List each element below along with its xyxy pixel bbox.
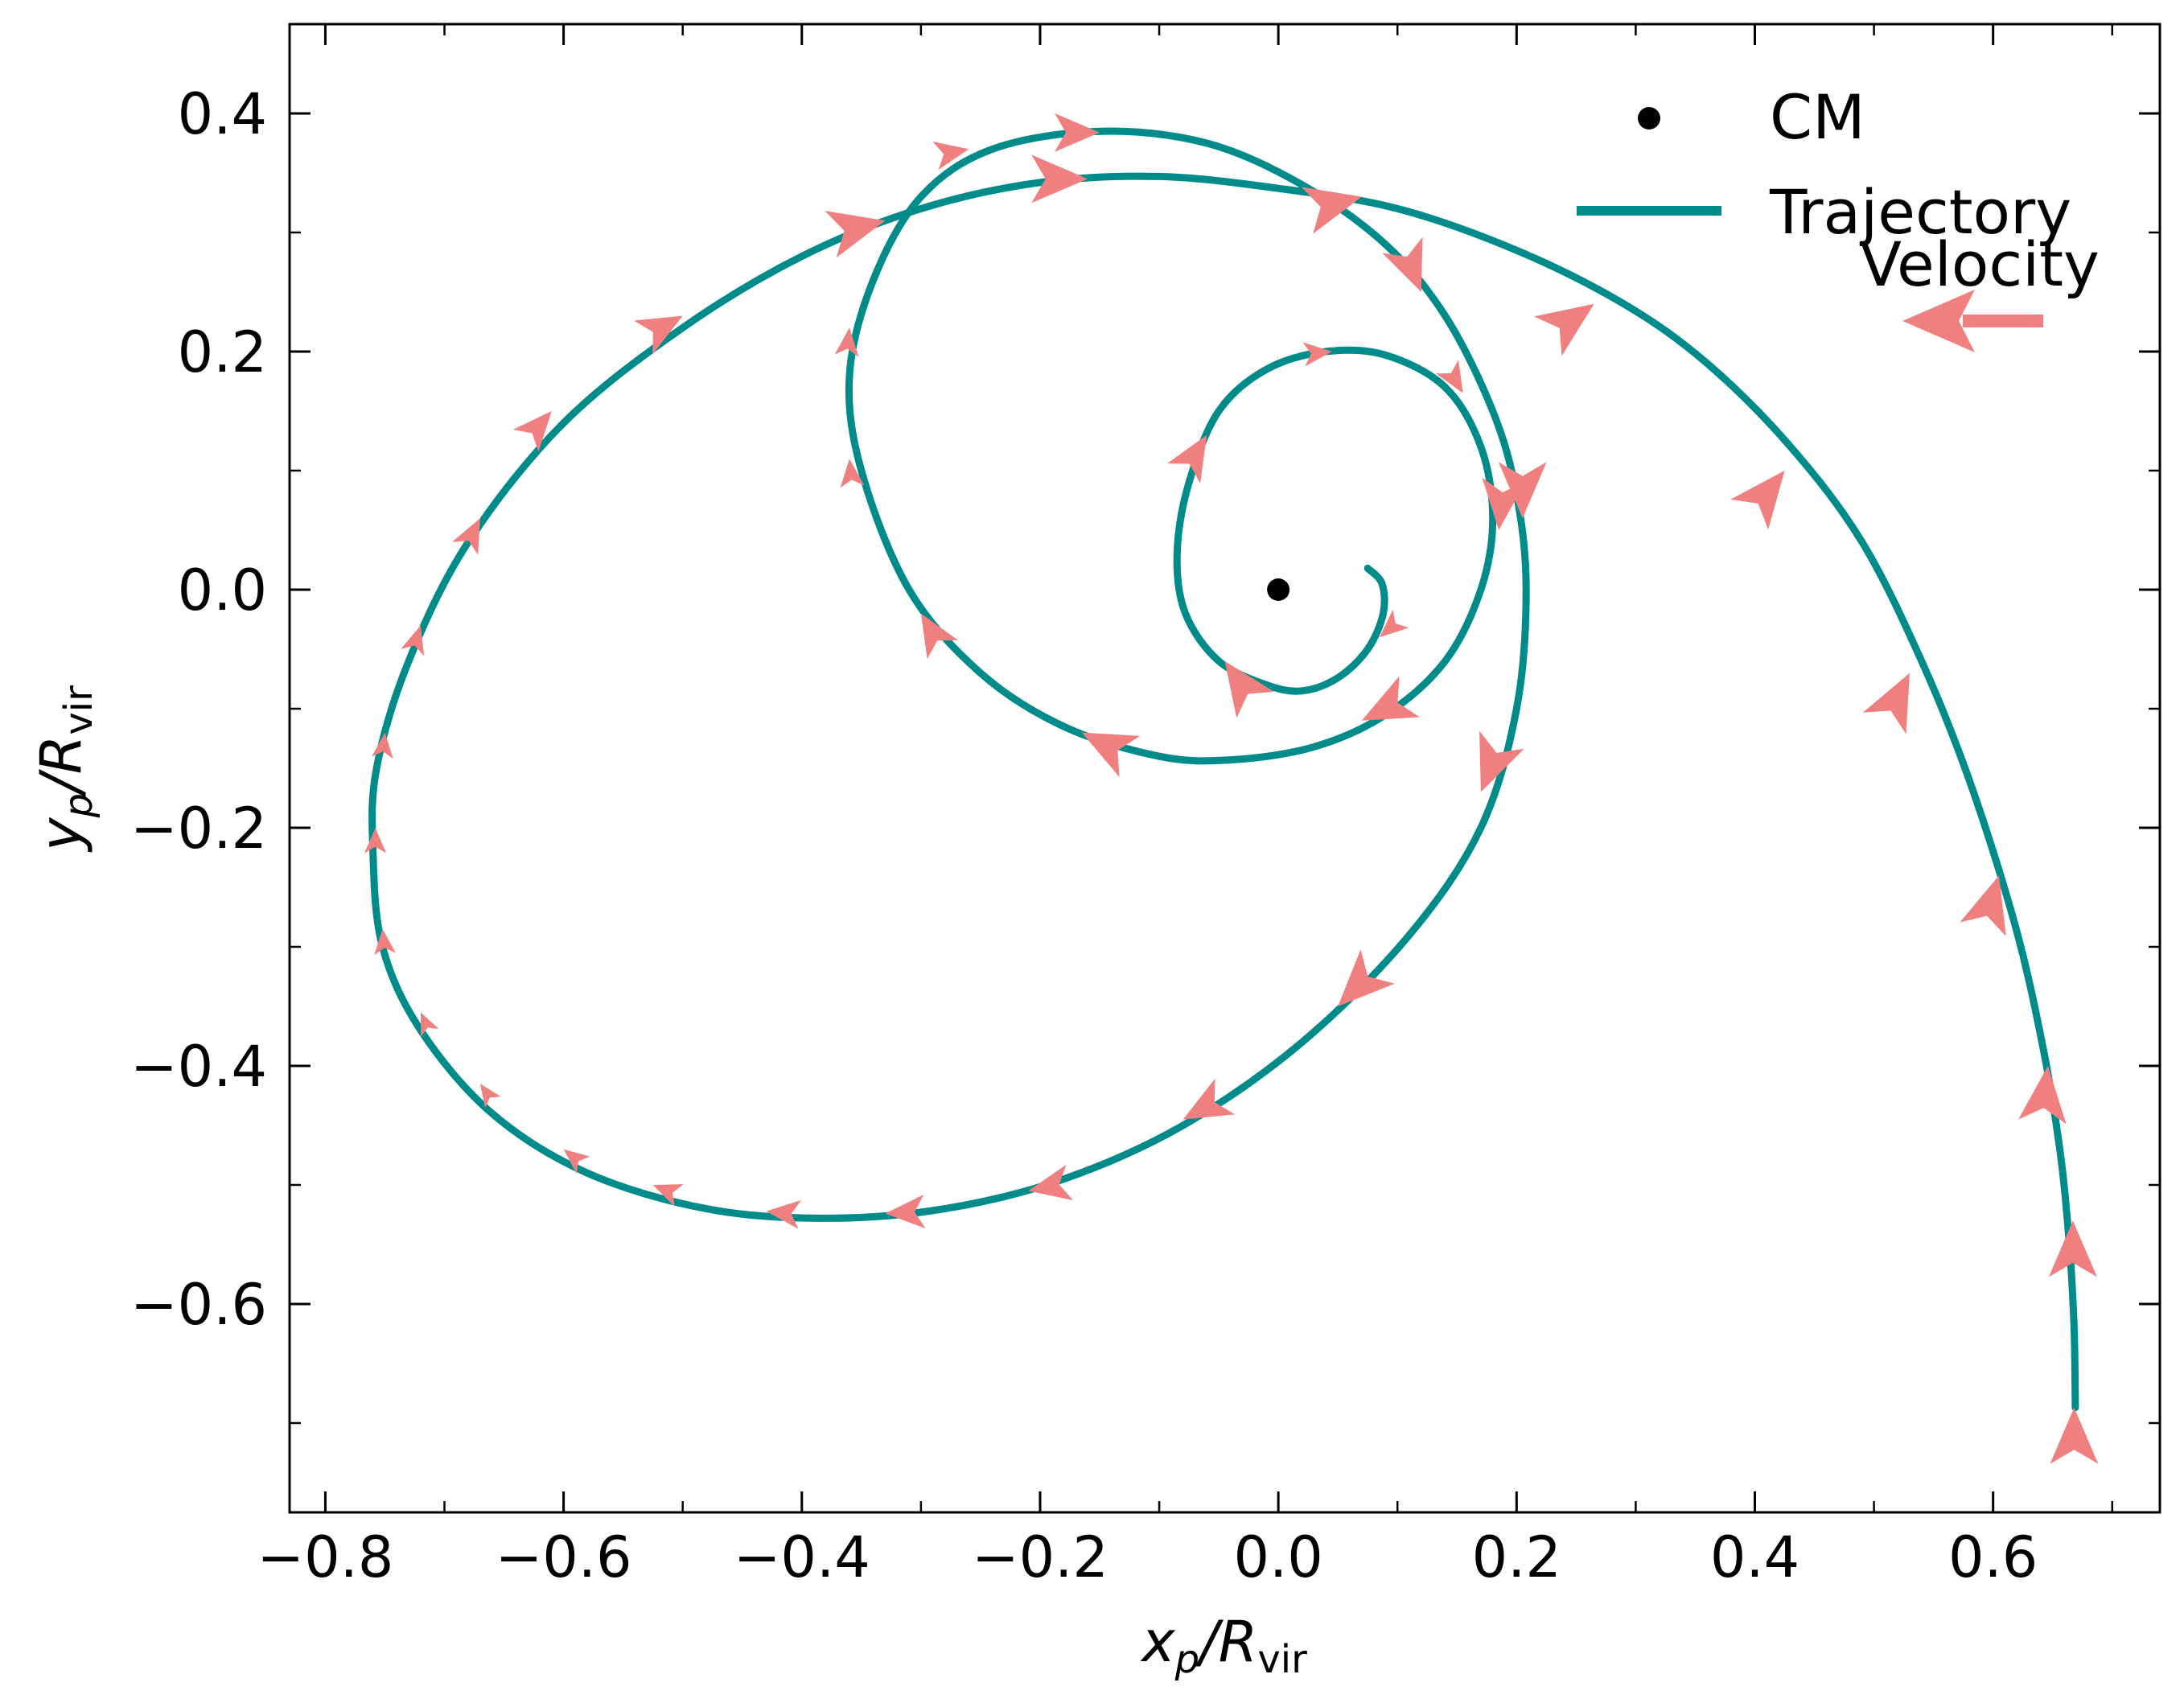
- velocity-arrow: [1182, 1078, 1236, 1120]
- velocity-arrow: [1224, 660, 1274, 718]
- velocity-arrow: [420, 1012, 439, 1037]
- velocity-arrow: [920, 613, 959, 660]
- velocity-arrow: [512, 411, 552, 452]
- velocity-arrow: [1435, 360, 1463, 393]
- velocity-arrow: [634, 315, 683, 355]
- velocity-arrow: [1166, 434, 1207, 483]
- velocity-arrow: [1382, 237, 1423, 292]
- plot-area: [364, 113, 2099, 1464]
- velocity-arrow: [1482, 477, 1526, 530]
- velocity-arrow: [834, 327, 859, 357]
- x-tick-label: −0.4: [734, 1524, 870, 1590]
- plot-frame: [288, 23, 2161, 1514]
- velocity-arrow: [1301, 187, 1362, 234]
- velocity-arrow: [840, 459, 865, 488]
- legend-cm-marker: [1638, 107, 1660, 130]
- legend-velocity-label: Velocity: [1860, 228, 2100, 300]
- legend-trajectory-label: Trajectory: [1769, 176, 2071, 248]
- velocity-arrow: [1960, 875, 2006, 936]
- velocity-arrow: [374, 928, 397, 956]
- x-axis-label: xp/Rvir: [1140, 1609, 1307, 1682]
- y-tick-label: −0.4: [130, 1034, 267, 1100]
- x-tick-label: −0.2: [972, 1524, 1108, 1590]
- velocity-arrow: [2050, 1407, 2099, 1464]
- velocity-arrows: [364, 113, 2099, 1464]
- y-axis-label: yp/Rvir: [28, 685, 101, 853]
- x-tick-label: 0.0: [1233, 1524, 1322, 1590]
- velocity-arrow: [1361, 676, 1421, 721]
- velocity-arrow: [825, 211, 886, 258]
- axis-ticks: [290, 24, 2160, 1512]
- velocity-arrow: [885, 1195, 926, 1228]
- velocity-arrow: [2017, 1066, 2067, 1125]
- y-tick-label: 0.4: [178, 81, 267, 147]
- velocity-arrow: [1534, 303, 1594, 356]
- velocity-arrow: [1031, 154, 1088, 204]
- y-tick-label: −0.2: [130, 796, 267, 862]
- velocity-arrow: [1862, 673, 1910, 734]
- velocity-arrow: [766, 1199, 801, 1229]
- velocity-arrow: [932, 141, 969, 171]
- y-tick-label: 0.2: [178, 319, 267, 385]
- velocity-arrow: [451, 518, 480, 555]
- velocity-arrow: [1055, 113, 1100, 152]
- legend-cm-label: CM: [1770, 81, 1865, 153]
- velocity-arrow: [1730, 471, 1785, 530]
- x-tick-label: 0.4: [1710, 1524, 1799, 1590]
- velocity-arrow: [1302, 342, 1332, 367]
- velocity-arrow: [563, 1149, 590, 1174]
- velocity-arrow: [364, 828, 387, 854]
- velocity-arrow: [1380, 609, 1409, 638]
- y-tick-label: −0.6: [130, 1272, 267, 1338]
- velocity-arrow: [371, 732, 393, 759]
- velocity-arrow: [1028, 1165, 1074, 1201]
- x-tick-label: 0.6: [1948, 1524, 2038, 1590]
- velocity-arrow: [479, 1084, 501, 1109]
- velocity-arrow: [652, 1184, 684, 1207]
- velocity-arrow: [1338, 949, 1395, 1006]
- y-tick-label: 0.0: [178, 557, 267, 623]
- velocity-arrow: [401, 625, 425, 656]
- velocity-arrow: [1081, 732, 1141, 777]
- velocity-arrow: [2048, 1220, 2097, 1277]
- center-of-mass-point: [1267, 578, 1290, 601]
- axis-tick-labels: −0.8 −0.6 −0.4 −0.2 0.0 0.2 0.4 0.6 0.4 0.2 0.0 −0.…: [130, 81, 2038, 1590]
- velocity-arrow: [1498, 462, 1547, 519]
- x-tick-label: −0.6: [496, 1524, 632, 1590]
- legend: CM Trajectory Velocity: [1577, 81, 2100, 352]
- velocity-arrow: [1479, 730, 1524, 792]
- x-tick-label: 0.2: [1472, 1524, 1561, 1590]
- trajectory-line: [368, 127, 2079, 1412]
- x-tick-label: −0.8: [257, 1524, 393, 1590]
- legend-velocity-arrow: [1902, 290, 2043, 352]
